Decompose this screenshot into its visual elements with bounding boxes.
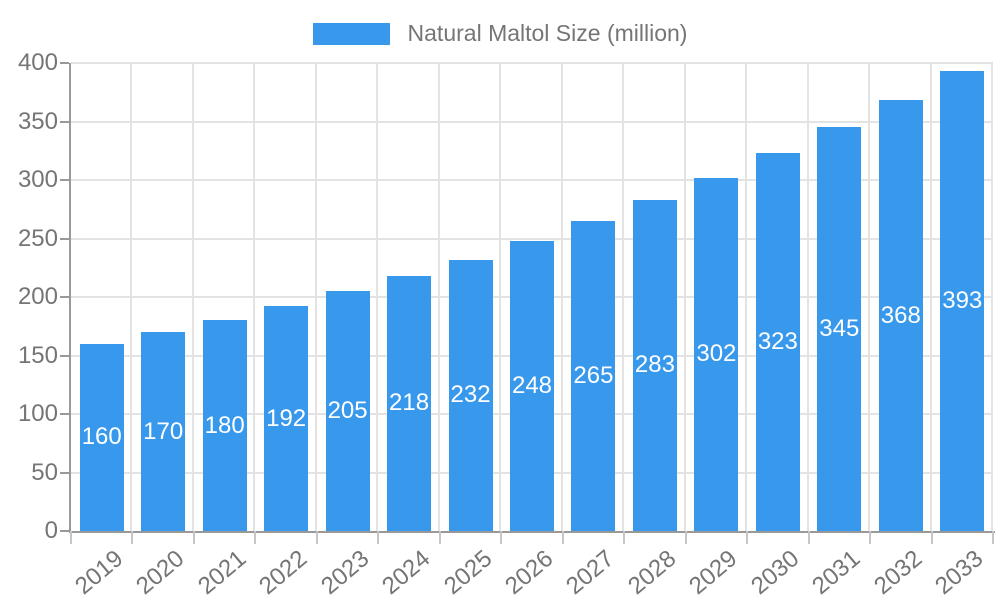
bar-2025[interactable] (448, 259, 493, 531)
legend-label: Natural Maltol Size (million) (407, 20, 688, 46)
x-tick-mark (70, 531, 72, 544)
y-tick-mark (60, 296, 69, 298)
v-gridline (991, 63, 993, 531)
h-gridline (71, 237, 993, 240)
y-tick-label: 400 (17, 49, 58, 76)
bar-2032[interactable] (878, 100, 923, 531)
y-tick-mark (60, 179, 69, 181)
v-gridline (314, 63, 317, 531)
bar-2029[interactable] (694, 177, 739, 531)
y-tick-label: 100 (17, 400, 58, 427)
h-gridline (71, 62, 993, 64)
y-tick-label: 50 (31, 458, 58, 486)
y-axis-line (69, 63, 71, 533)
v-gridline (437, 63, 440, 531)
x-tick-mark (623, 531, 626, 544)
x-tick-mark (131, 531, 134, 544)
y-tick-label: 200 (17, 283, 58, 310)
y-tick-label: 0 (44, 517, 58, 544)
v-gridline (499, 63, 502, 531)
x-tick-mark (315, 531, 318, 544)
y-tick-label: 300 (17, 166, 58, 193)
bar-2022[interactable] (264, 306, 309, 531)
chart-legend[interactable]: Natural Maltol Size (million) (0, 20, 1000, 47)
v-gridline (745, 63, 748, 531)
v-gridline (622, 63, 625, 531)
legend-swatch-icon (312, 22, 390, 45)
y-tick-mark (60, 530, 69, 532)
x-tick-mark (746, 531, 749, 544)
bar-2020[interactable] (141, 332, 186, 531)
v-gridline (253, 63, 256, 531)
v-gridline (130, 63, 133, 531)
y-tick-mark (60, 413, 69, 415)
x-tick-label: 2019 (69, 545, 129, 600)
x-axis-line (69, 531, 995, 533)
v-gridline (806, 63, 809, 531)
x-tick-mark (254, 531, 257, 544)
x-tick-mark (684, 531, 687, 544)
x-tick-mark (500, 531, 503, 544)
bar-2033[interactable] (940, 71, 985, 531)
x-tick-mark (992, 531, 994, 544)
y-tick-mark (60, 62, 69, 64)
x-tick-mark (807, 531, 810, 544)
x-tick-mark (192, 531, 195, 544)
h-gridline (71, 120, 993, 123)
bar-2028[interactable] (632, 199, 677, 531)
bar-2027[interactable] (571, 220, 616, 531)
v-gridline (929, 63, 932, 531)
bar-2030[interactable] (755, 153, 800, 531)
y-tick-label: 150 (17, 341, 58, 369)
bar-2019[interactable] (79, 343, 124, 531)
h-gridline (71, 179, 993, 181)
y-tick-label: 250 (17, 224, 58, 252)
v-gridline (683, 63, 686, 531)
bar-2021[interactable] (202, 320, 247, 531)
y-tick-mark (60, 120, 69, 123)
bar-2023[interactable] (325, 291, 370, 531)
x-tick-mark (438, 531, 441, 544)
x-tick-mark (930, 531, 933, 544)
bar-2026[interactable] (510, 240, 554, 531)
x-tick-mark (377, 531, 380, 544)
y-tick-mark (60, 471, 69, 474)
y-tick-mark (60, 237, 69, 240)
x-tick-mark (869, 531, 872, 544)
v-gridline (191, 63, 194, 531)
plot-area: 160 170 180 192 205 218 232 248 265 283 302 323 345 3… (69, 62, 995, 533)
bar-2024[interactable] (387, 275, 432, 531)
bar-2031[interactable] (817, 127, 862, 531)
v-gridline (376, 63, 379, 531)
x-tick-mark (561, 531, 564, 544)
v-gridline (868, 63, 871, 531)
y-tick-mark (60, 354, 69, 357)
v-gridline (560, 63, 563, 531)
y-tick-label: 350 (17, 107, 58, 135)
